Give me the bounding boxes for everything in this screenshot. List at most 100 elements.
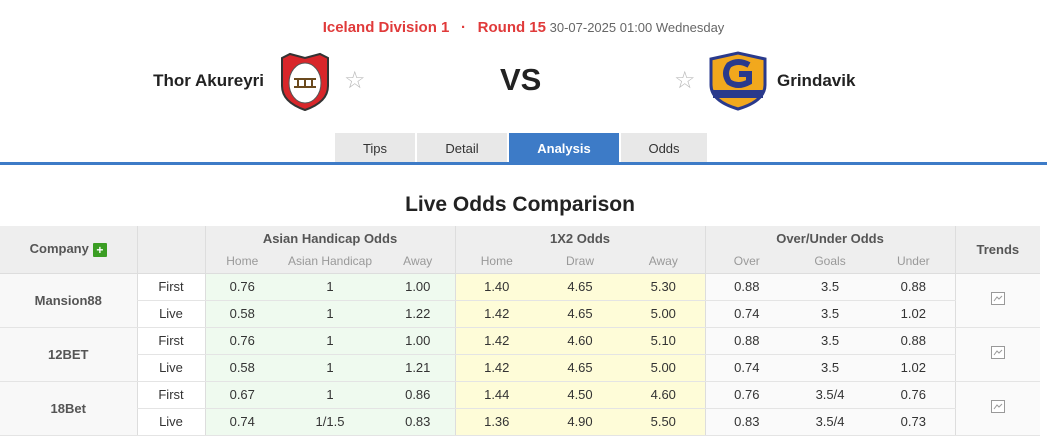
tab-detail[interactable]: Detail (417, 133, 507, 163)
odds-x12-away: 5.00 (622, 354, 706, 382)
round: Round 15 (477, 19, 546, 36)
odds-x12-draw: 4.90 (538, 408, 622, 436)
table-row: Live 0.58 1 1.21 1.42 4.65 5.00 0.74 3.5 1.02 (0, 354, 1040, 382)
odds-type: First (136, 381, 205, 409)
odds-ou-goals: 3.5 (788, 273, 873, 301)
odds-type: Live (136, 300, 205, 328)
away-team-name[interactable]: Grindavik (777, 71, 856, 90)
odds-ou-goals: 3.5/4 (788, 381, 873, 409)
tab-tips[interactable]: Tips (335, 133, 415, 163)
odds-ah-home: 0.76 (204, 273, 279, 301)
odds-ou-goals: 3.5/4 (788, 408, 873, 436)
away-team-logo (709, 51, 767, 111)
odds-x12-away: 5.00 (622, 300, 706, 328)
odds-x12-away: 5.30 (622, 273, 706, 301)
subheader-ah-away: Away (381, 250, 455, 274)
type-header (136, 226, 205, 274)
odds-ou-goals: 3.5 (788, 354, 873, 382)
odds-ah-home: 0.58 (204, 300, 279, 328)
odds-ah-handicap: 1 (279, 327, 381, 355)
odds-ou-under: 1.02 (872, 354, 956, 382)
company-header: Company + (0, 226, 137, 274)
odds-ah-away: 1.22 (381, 300, 455, 328)
odds-type: Live (136, 354, 205, 382)
odds-ah-handicap: 1 (279, 273, 381, 301)
subheader-ou-under: Under (872, 250, 956, 274)
vs-label: VS (500, 62, 542, 97)
subheader-ah-home: Home (204, 250, 279, 274)
x12-header: 1X2 Odds (454, 226, 706, 250)
odds-ou-under: 0.88 (872, 327, 956, 355)
subheader-row: Home Asian Handicap Away Home Draw Away Over Go… (0, 250, 1040, 274)
trends-cell (954, 273, 1041, 328)
odds-x12-away: 4.60 (622, 381, 706, 409)
odds-x12-draw: 4.60 (538, 327, 622, 355)
odds-ou-under: 1.02 (872, 300, 956, 328)
odds-ah-away: 0.86 (381, 381, 455, 409)
plus-icon[interactable]: + (92, 243, 107, 258)
odds-ou-goals: 3.5 (788, 300, 873, 328)
company-name[interactable]: 18Bet (0, 381, 137, 436)
odds-ah-handicap: 1 (279, 300, 381, 328)
table-row: 12BET First 0.76 1 1.00 1.42 4.60 5.10 0.88 3.5 0.… (0, 327, 1041, 382)
home-favorite-star-icon[interactable]: ☆ (344, 66, 366, 94)
trend-chart-icon[interactable] (990, 292, 1005, 305)
subheader-ah-handicap: Asian Handicap (279, 250, 381, 274)
table-row: Live 0.58 1 1.22 1.42 4.65 5.00 0.74 3.5 1.02 (0, 300, 1040, 328)
odds-ah-away: 0.83 (381, 408, 455, 436)
trend-chart-icon[interactable] (990, 346, 1005, 359)
odds-x12-draw: 4.65 (538, 300, 622, 328)
table-row: Live 0.74 1/1.5 0.83 1.36 4.90 5.50 0.83 3.5/4 0.… (0, 408, 1040, 436)
odds-type: Live (136, 408, 205, 436)
odds-ah-away: 1.21 (381, 354, 455, 382)
odds-x12-draw: 4.50 (538, 381, 622, 409)
away-favorite-star-icon[interactable]: ☆ (674, 66, 696, 94)
odds-ah-handicap: 1 (279, 354, 381, 382)
odds-type: First (136, 327, 205, 355)
odds-x12-home: 1.42 (454, 327, 538, 355)
odds-ah-home: 0.67 (204, 381, 279, 409)
subheader-x12-away: Away (622, 250, 706, 274)
odds-x12-draw: 4.65 (538, 273, 622, 301)
odds-x12-away: 5.10 (622, 327, 706, 355)
trends-cell (954, 381, 1041, 436)
subheader-x12-home: Home (454, 250, 538, 274)
odds-ou-under: 0.76 (872, 381, 956, 409)
odds-x12-home: 1.36 (454, 408, 538, 436)
odds-ou-over: 0.83 (704, 408, 789, 436)
tab-analysis[interactable]: Analysis (509, 133, 619, 163)
odds-ou-under: 0.88 (872, 273, 956, 301)
table-row: 18Bet First 0.67 1 0.86 1.44 4.50 4.60 0.76 3.5/4… (0, 381, 1041, 436)
company-header-label: Company (29, 241, 89, 257)
odds-x12-draw: 4.65 (538, 354, 622, 382)
trends-cell (954, 327, 1041, 382)
odds-ah-home: 0.76 (204, 327, 279, 355)
home-team-logo (281, 52, 329, 112)
odds-type: First (136, 273, 205, 301)
odds-x12-home: 1.42 (454, 354, 538, 382)
odds-ah-home: 0.74 (204, 408, 279, 436)
trends-header: Trends (954, 226, 1041, 274)
odds-ou-over: 0.74 (704, 354, 789, 382)
odds-x12-away: 5.50 (622, 408, 706, 436)
odds-ou-goals: 3.5 (788, 327, 873, 355)
match-datetime: 30-07-2025 01:00 Wednesday (549, 20, 725, 35)
tab-odds[interactable]: Odds (621, 133, 707, 163)
ou-header: Over/Under Odds (704, 226, 956, 250)
odds-ah-away: 1.00 (381, 327, 455, 355)
home-team-name[interactable]: Thor Akureyri (153, 71, 264, 90)
odds-x12-home: 1.42 (454, 300, 538, 328)
league-link[interactable]: Iceland Division 1 (322, 19, 450, 36)
separator: · (461, 19, 467, 36)
company-name[interactable]: Mansion88 (0, 273, 137, 328)
odds-ou-over: 0.74 (704, 300, 789, 328)
odds-table: Company + Asian Handicap Odds 1X2 Odds Ov… (0, 226, 1041, 436)
odds-x12-home: 1.44 (454, 381, 538, 409)
odds-x12-home: 1.40 (454, 273, 538, 301)
company-name[interactable]: 12BET (0, 327, 137, 382)
subheader-ou-goals: Goals (788, 250, 873, 274)
trend-chart-icon[interactable] (990, 400, 1005, 413)
subheader-ou-over: Over (704, 250, 789, 274)
subheader-x12-draw: Draw (538, 250, 622, 274)
odds-table-body: Mansion88 First 0.76 1 1.00 1.40 4.65 5.30 0.88 3… (0, 273, 1041, 436)
